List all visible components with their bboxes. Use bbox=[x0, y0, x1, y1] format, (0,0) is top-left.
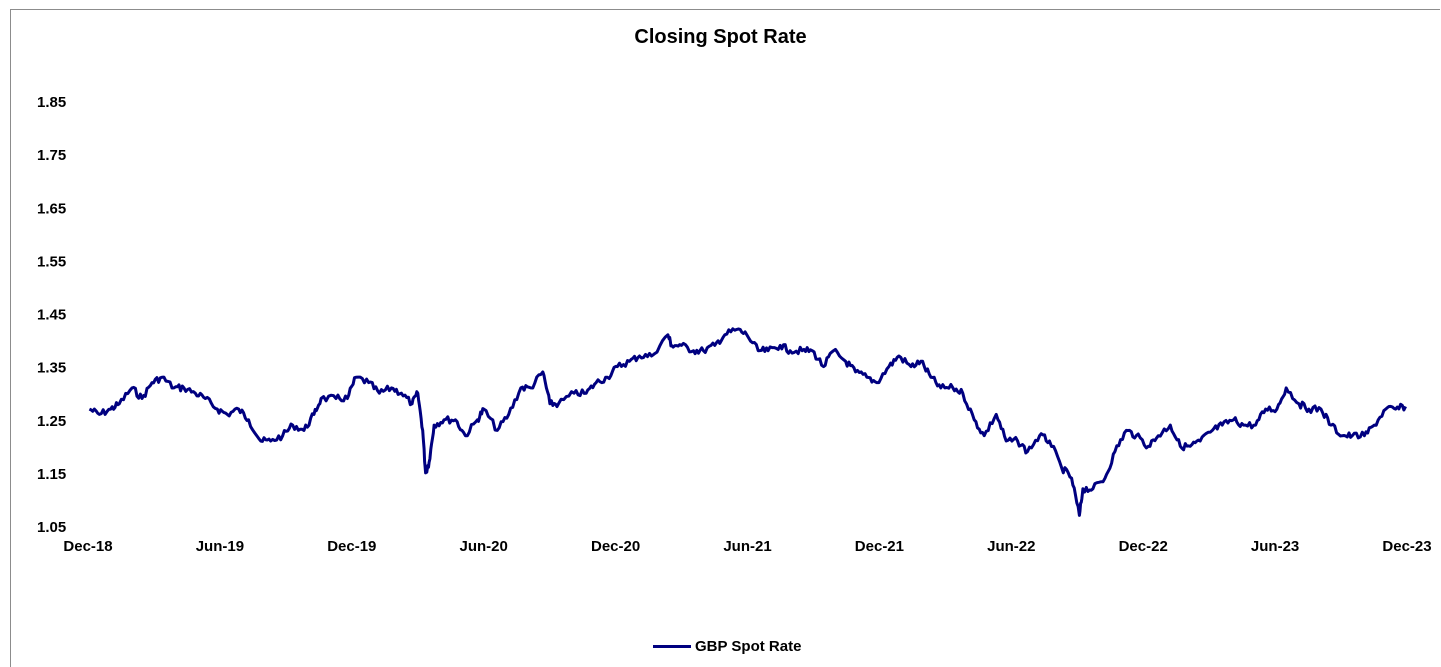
y-axis-ticks: 1.85 1.75 1.65 1.55 1.45 1.35 1.25 1.15 1.05 bbox=[37, 94, 66, 536]
x-tick-label: Dec-19 bbox=[327, 538, 376, 555]
y-tick-label: 1.05 bbox=[37, 519, 66, 536]
y-tick-label: 1.25 bbox=[37, 413, 66, 430]
y-tick-label: 1.35 bbox=[37, 360, 66, 377]
x-tick-label: Dec-21 bbox=[855, 538, 904, 555]
x-axis-ticks: Dec-18 Jun-19 Dec-19 Jun-20 Dec-20 Jun-21 Dec-… bbox=[63, 538, 1431, 555]
x-tick-label: Jun-20 bbox=[460, 538, 508, 555]
x-tick-label: Dec-22 bbox=[1119, 538, 1168, 555]
x-tick-label: Jun-21 bbox=[723, 538, 771, 555]
y-tick-label: 1.55 bbox=[37, 253, 66, 270]
x-tick-label: Dec-18 bbox=[63, 538, 112, 555]
y-tick-label: 1.15 bbox=[37, 466, 66, 483]
x-tick-label: Dec-20 bbox=[591, 538, 640, 555]
y-tick-label: 1.65 bbox=[37, 200, 66, 217]
x-tick-label: Jun-23 bbox=[1251, 538, 1299, 555]
legend: GBP Spot Rate bbox=[653, 636, 801, 656]
x-tick-label: Jun-19 bbox=[196, 538, 244, 555]
y-tick-label: 1.75 bbox=[37, 147, 66, 164]
series-group bbox=[89, 329, 1405, 516]
y-tick-label: 1.45 bbox=[37, 307, 66, 324]
x-tick-label: Jun-22 bbox=[987, 538, 1035, 555]
x-tick-label: Dec-23 bbox=[1382, 538, 1431, 555]
y-tick-label: 1.85 bbox=[37, 94, 66, 111]
series-line-gbp-spot-rate bbox=[89, 329, 1405, 516]
legend-label: GBP Spot Rate bbox=[695, 638, 801, 655]
legend-swatch bbox=[653, 645, 691, 648]
